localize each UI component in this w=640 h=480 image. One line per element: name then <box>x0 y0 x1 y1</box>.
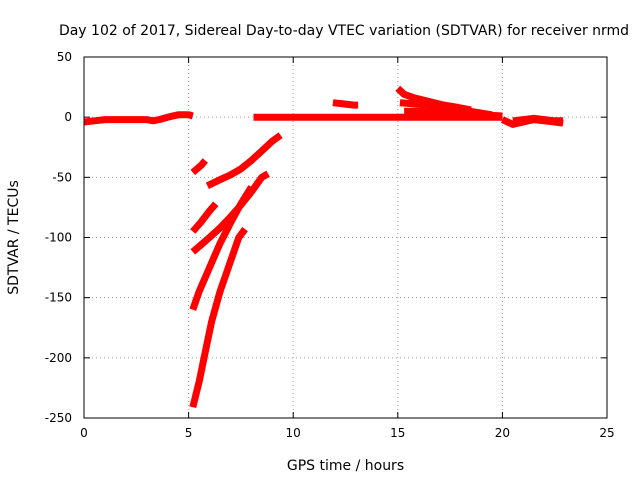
x-tick-label: 5 <box>185 426 193 440</box>
y-tick-label: 0 <box>64 110 72 124</box>
data-series <box>83 85 564 409</box>
series-seg-7 <box>189 227 248 409</box>
chart-title: Day 102 of 2017, Sidereal Day-to-day VTE… <box>59 23 629 39</box>
y-tick-label: -100 <box>45 231 72 245</box>
x-tick-label: 20 <box>495 426 510 440</box>
x-tick-label: 0 <box>80 426 88 440</box>
series-seg-1 <box>83 111 194 126</box>
series-seg-2 <box>190 158 208 176</box>
y-tick-label: 50 <box>57 50 72 64</box>
y-tick-label: -150 <box>45 291 72 305</box>
y-axis-label: SDTVAR / TECUs <box>6 180 22 295</box>
series-seg-4 <box>190 201 219 234</box>
series-seg-6 <box>189 185 255 311</box>
x-tick-label: 25 <box>599 426 614 440</box>
grid-lines <box>84 57 607 418</box>
axis-ticks: 0 5 10 15 20 25 -250 -200 -150 -100 -50 0 50 <box>45 50 615 440</box>
x-tick-label: 15 <box>390 426 405 440</box>
series-seg-3 <box>205 132 283 189</box>
x-tick-label: 10 <box>286 426 301 440</box>
y-tick-label: -200 <box>45 351 72 365</box>
x-axis-label: GPS time / hours <box>287 458 404 474</box>
series-seg-9 <box>332 99 359 109</box>
y-tick-label: -250 <box>45 411 72 425</box>
y-tick-label: -50 <box>52 170 72 184</box>
series-seg-12 <box>404 107 503 120</box>
series-seg-14 <box>512 114 564 125</box>
